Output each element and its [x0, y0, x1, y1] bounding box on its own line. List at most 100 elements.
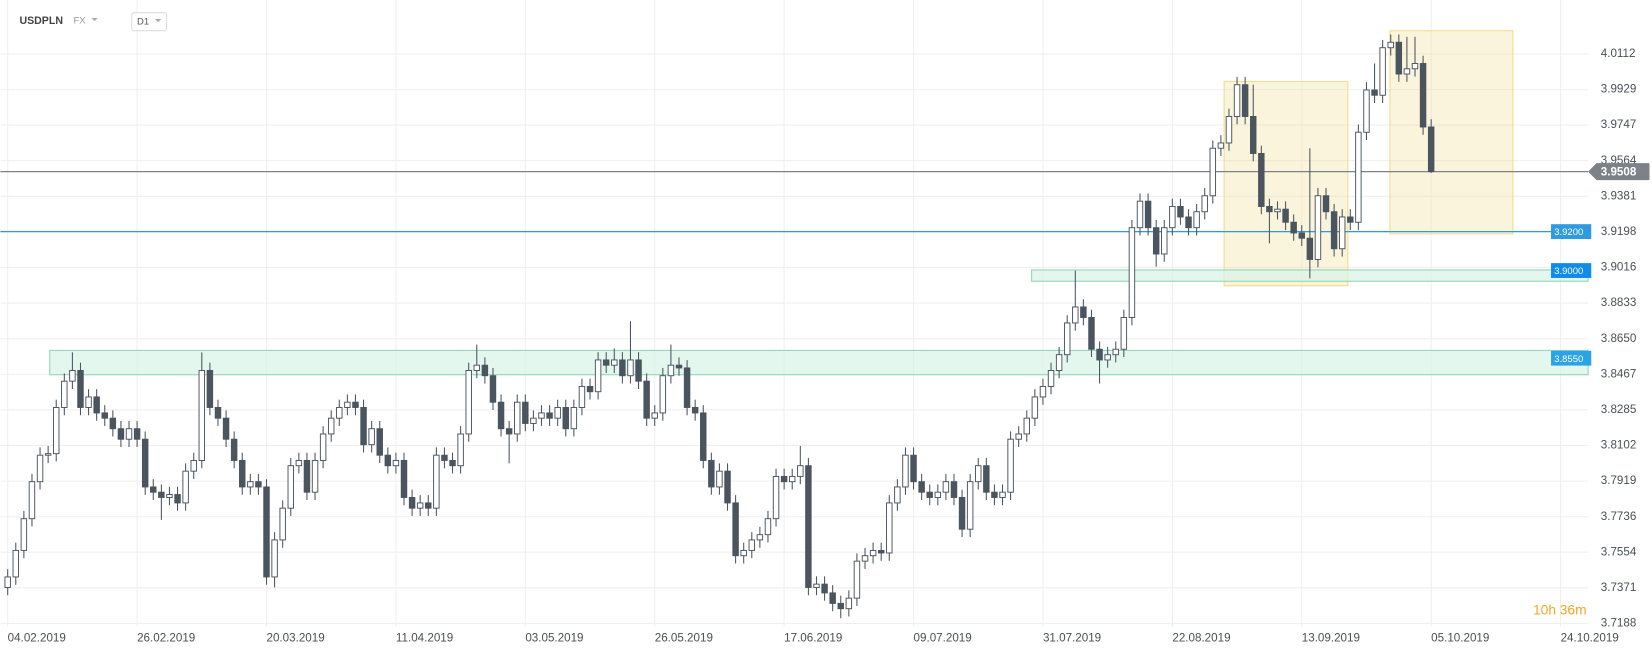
candle-body [133, 428, 141, 440]
price-tag [1551, 350, 1592, 366]
candle-body [1023, 417, 1031, 435]
candle-body [780, 475, 788, 483]
candle-body [861, 555, 869, 562]
candle-body [101, 412, 108, 419]
y-tick-label: 3.8467 [1601, 367, 1637, 380]
candle-body [1419, 63, 1427, 128]
candle-body [125, 428, 133, 440]
candle-body [514, 401, 521, 435]
candle-body [538, 412, 545, 419]
candle-body [1039, 385, 1047, 398]
candle-body [1355, 131, 1362, 223]
symbol[interactable]: USDPLN [19, 15, 63, 27]
candle-body [271, 539, 278, 578]
candle-body [1031, 396, 1039, 419]
candle-body [602, 359, 610, 366]
candle-body [845, 597, 853, 610]
candle-body [1152, 227, 1160, 255]
candle-body [1403, 68, 1411, 75]
candle-body [1209, 147, 1217, 197]
candle-body [837, 602, 844, 610]
candle-body [700, 412, 707, 461]
candle-body [958, 496, 966, 530]
candle-body [1233, 84, 1241, 117]
candle-body [61, 380, 68, 408]
candle-body [1217, 142, 1225, 149]
candle-body [489, 375, 497, 403]
candle-body [554, 406, 561, 419]
candle-body [1144, 200, 1152, 229]
candle-body [918, 481, 925, 493]
price-tag [1588, 163, 1650, 181]
price-tag-label: 3.9508 [1601, 166, 1637, 179]
candle-body [926, 491, 933, 498]
y-tick-label: 3.9747 [1601, 118, 1637, 131]
x-tick-label: 20.03.2019 [267, 631, 325, 644]
candle-body [1258, 153, 1265, 207]
candle-body [546, 412, 553, 419]
candle-body [505, 428, 513, 435]
candle-body [619, 359, 626, 377]
y-tick-label: 3.7371 [1601, 581, 1637, 594]
candle-body [344, 401, 351, 408]
y-tick-label: 3.8285 [1601, 403, 1637, 416]
candle-body [991, 491, 998, 498]
candle-body [52, 406, 60, 455]
interval[interactable]: D1 [137, 17, 149, 28]
candle-body [1169, 205, 1176, 229]
candle-body [360, 406, 367, 446]
x-tick-label: 09.07.2019 [914, 631, 972, 644]
candle-body [902, 454, 909, 488]
candle-body [1241, 84, 1249, 117]
candle-body [966, 481, 974, 530]
price-tag [1551, 224, 1592, 239]
candle-body [384, 454, 392, 467]
candle-body [659, 375, 667, 414]
candle-body [570, 406, 578, 430]
candle-body [190, 459, 197, 472]
candle-body [853, 560, 861, 599]
candle-body [109, 417, 117, 430]
candle-body [1306, 237, 1314, 260]
y-tick-label: 3.9929 [1601, 83, 1637, 96]
candle-body [651, 412, 658, 419]
candle-body [530, 417, 537, 424]
candle-body [85, 396, 92, 408]
candle-body [724, 470, 731, 504]
highlight-box [1389, 30, 1514, 235]
y-tick-label: 3.8102 [1601, 439, 1637, 452]
price-tag-label: 3.8550 [1554, 354, 1583, 365]
candle-body [1379, 47, 1386, 96]
candle-body [829, 592, 836, 604]
candle-body [117, 428, 125, 440]
candle-body [44, 453, 52, 456]
candle-body [813, 583, 820, 588]
interval-box[interactable] [131, 12, 168, 32]
dropdown-arrow[interactable] [91, 17, 98, 22]
candle-body [983, 465, 990, 493]
candle-body [578, 385, 586, 408]
candle-body [934, 491, 942, 498]
candle-body [416, 502, 424, 509]
candle-body [319, 433, 327, 461]
candle-body [748, 539, 756, 551]
candle-body [1088, 317, 1095, 350]
candle-body [441, 454, 448, 461]
candle-body [166, 494, 173, 498]
y-tick-label: 3.7554 [1601, 545, 1637, 558]
candle-body [772, 475, 780, 520]
candle-body [465, 369, 472, 435]
plot [0, 30, 1589, 619]
candle-body [408, 496, 416, 509]
y-tick-label: 3.8650 [1601, 332, 1637, 345]
candle-body [457, 433, 464, 467]
candle-body [1314, 195, 1322, 260]
x-tick-label: 17.06.2019 [784, 631, 842, 644]
dropdown-arrow[interactable] [154, 19, 162, 23]
candle-body [497, 401, 505, 430]
candle-body [303, 459, 311, 493]
candle-body [1063, 322, 1071, 356]
candle-body [1161, 227, 1168, 255]
candle-body [1298, 232, 1305, 239]
